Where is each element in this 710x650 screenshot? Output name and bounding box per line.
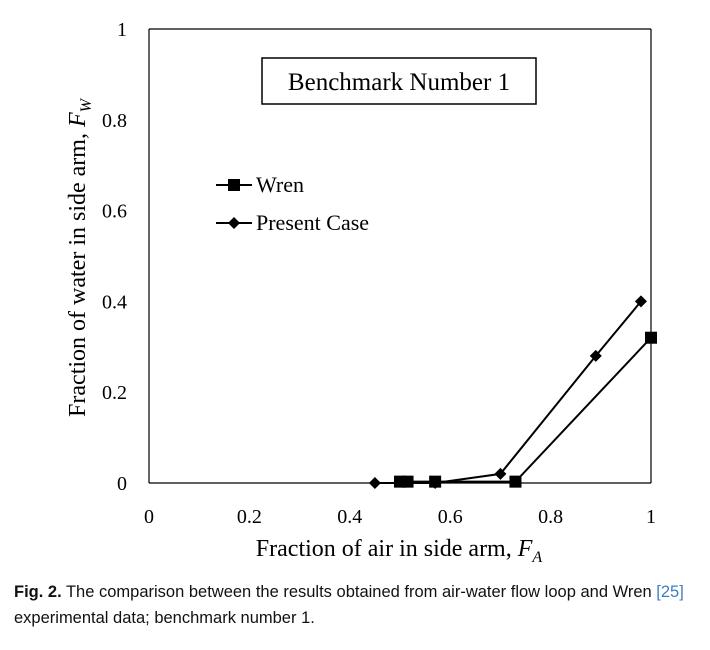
benchmark-box: [261, 57, 537, 105]
legend-marker-present-case: [228, 217, 240, 229]
legend-item-wren: Wren: [216, 172, 304, 197]
y-tick-label: 0.2: [102, 382, 127, 404]
series-wren: [394, 331, 657, 488]
figure-caption: Fig. 2. The comparison between the resul…: [14, 579, 698, 631]
benchmark-label: Benchmark Number 1: [288, 69, 510, 96]
legend-label-present-case: Present Case: [256, 210, 369, 235]
legend-item-present-case: Present Case: [216, 210, 369, 235]
x-tick-label: 1: [646, 506, 656, 528]
y-axis-ticks: 0 0.2 0.4 0.6 0.8 1: [102, 19, 127, 495]
data-point-present-case: [634, 295, 647, 308]
series-line-wren: [400, 337, 652, 483]
y-axis-title: Fraction of water in side arm, FW: [65, 97, 95, 417]
legend-label-wren: Wren: [256, 172, 304, 197]
y-tick-label: 1: [117, 19, 127, 41]
y-tick-label: 0.6: [102, 201, 127, 223]
data-point-present-case: [429, 477, 442, 489]
caption-text: The comparison between the results obtai…: [61, 583, 657, 601]
x-axis-title: Fraction of air in side arm, FA: [256, 536, 543, 566]
legend: Wren Present Case: [216, 172, 369, 235]
caption-label: Fig. 2.: [14, 583, 62, 601]
data-point-present-case: [368, 477, 381, 489]
chart: 0 0.2 0.4 0.6 0.8 1 0 0.2 0.4 0.6 0.8 1 Benchmark …: [65, 19, 657, 566]
x-tick-label: 0.2: [237, 506, 262, 528]
series-present-case: [368, 295, 647, 489]
y-tick-label: 0: [117, 473, 127, 495]
series-layer: [368, 295, 657, 489]
data-point-wren: [509, 475, 522, 488]
y-tick-label: 0.8: [102, 110, 127, 132]
y-tick-label: 0.4: [102, 291, 127, 313]
caption-reference-link[interactable]: [25]: [656, 583, 684, 601]
data-point-present-case: [494, 467, 507, 480]
caption-text-end: experimental data; benchmark number 1.: [14, 609, 315, 627]
x-tick-label: 0.6: [438, 506, 463, 528]
x-tick-label: 0.4: [337, 506, 362, 528]
plot-frame: [148, 28, 652, 484]
legend-marker-wren: [228, 179, 240, 191]
benchmark-annotation: Benchmark Number 1: [261, 57, 537, 105]
data-point-wren: [645, 331, 657, 344]
data-point-wren: [401, 475, 414, 488]
x-tick-label: 0.8: [538, 506, 563, 528]
x-tick-label: 0: [144, 506, 154, 528]
data-point-present-case: [589, 349, 602, 362]
x-axis-ticks: 0 0.2 0.4 0.6 0.8 1: [144, 506, 656, 528]
